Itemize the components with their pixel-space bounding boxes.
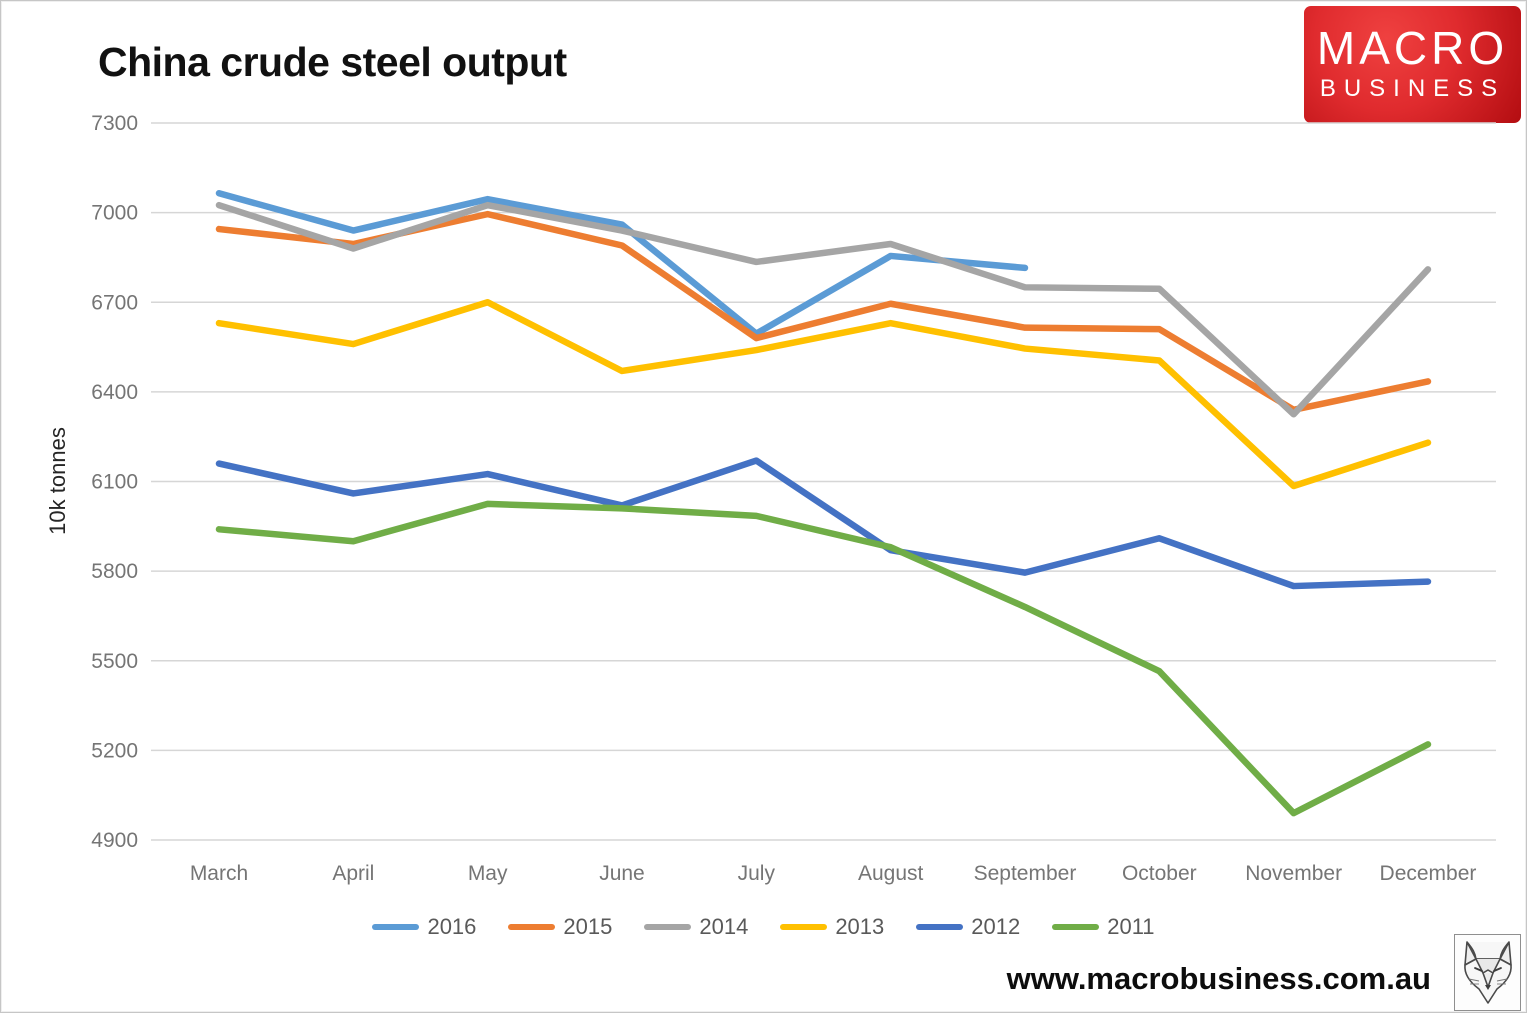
legend-swatch-2013	[780, 924, 828, 930]
legend-label-2011: 2011	[1107, 914, 1155, 939]
y-tick-label-6100: 6100	[91, 471, 138, 494]
y-tick-label-6700: 6700	[91, 291, 138, 314]
chart-title: China crude steel output	[98, 39, 567, 85]
series-line-2012	[215, 457, 1432, 590]
legend-item-2013: 2013	[780, 914, 884, 940]
y-tick-label-7000: 7000	[91, 202, 138, 225]
x-tick-label-march: March	[190, 862, 248, 885]
y-tick-label-5500: 5500	[91, 650, 138, 673]
x-tick-label-april: April	[332, 862, 374, 885]
x-tick-label-september: September	[974, 862, 1077, 885]
x-tick-label-august: August	[858, 862, 924, 885]
y-tick-label-6400: 6400	[91, 381, 138, 404]
legend-item-2011: 2011	[1052, 914, 1155, 940]
x-tick-label-october: October	[1122, 862, 1197, 885]
x-tick-label-december: December	[1380, 862, 1477, 885]
logo-text-macro: MACRO	[1316, 22, 1509, 75]
x-tick-label-june: June	[599, 862, 645, 885]
legend-swatch-2011	[1052, 924, 1100, 930]
series-line-2014	[215, 201, 1432, 418]
x-tick-label-july: July	[738, 862, 776, 885]
legend-swatch-2016	[372, 924, 420, 930]
fox-icon	[1463, 940, 1512, 1004]
legend-label-2012: 2012	[971, 914, 1021, 939]
legend-item-2015: 2015	[508, 914, 612, 940]
legend-swatch-2015	[508, 924, 556, 930]
y-tick-label-5800: 5800	[91, 560, 138, 583]
fox-logo-box	[1454, 934, 1521, 1011]
legend-item-2012: 2012	[916, 914, 1020, 940]
macrobusiness-logo: MACRO BUSINESS	[1304, 6, 1521, 123]
legend-label-2014: 2014	[699, 914, 749, 939]
legend-label-2013: 2013	[835, 914, 885, 939]
series-line-2016	[215, 189, 1029, 337]
legend-item-2016: 2016	[372, 914, 476, 940]
legend-item-2014: 2014	[644, 914, 748, 940]
chart-legend: 2016 2015 2014 2013 2012 2011	[1, 914, 1526, 940]
website-url: www.macrobusiness.com.au	[1006, 961, 1431, 996]
y-tick-label-7300: 7300	[91, 112, 138, 135]
y-tick-label-5200: 5200	[91, 739, 138, 762]
legend-swatch-2014	[644, 924, 692, 930]
legend-swatch-2012	[916, 924, 964, 930]
x-tick-label-may: May	[468, 862, 508, 885]
logo-text-business: BUSINESS	[1319, 75, 1506, 103]
series-line-2013	[215, 299, 1432, 490]
legend-label-2015: 2015	[563, 914, 613, 939]
series-line-2015	[215, 210, 1432, 414]
y-tick-label-4900: 4900	[91, 829, 138, 852]
series-line-2011	[215, 500, 1432, 817]
x-tick-label-november: November	[1245, 862, 1342, 885]
legend-label-2016: 2016	[427, 914, 477, 939]
